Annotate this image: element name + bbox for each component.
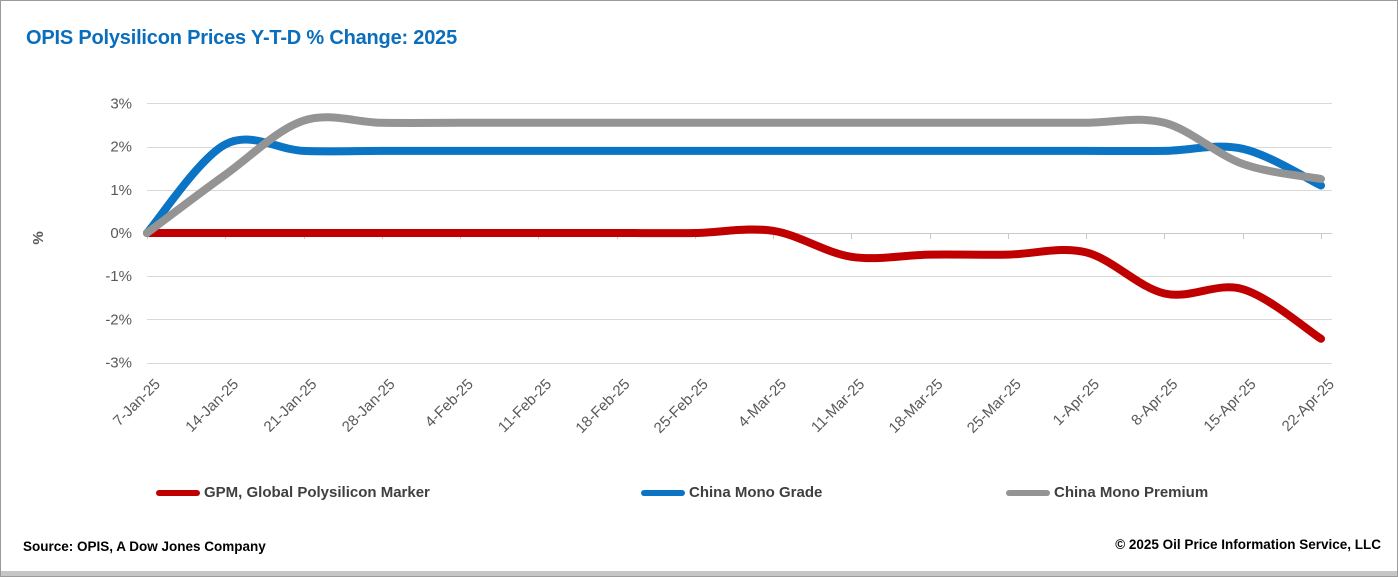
y-axis-tick-label: 2% — [110, 139, 132, 156]
x-axis-tick-label: 18-Mar-25 — [886, 376, 947, 437]
x-axis-tick-label: 4-Mar-25 — [735, 376, 790, 431]
legend-line-swatch-china-mono-premium-icon — [1006, 489, 1050, 496]
y-axis-tick-label: -2% — [105, 311, 132, 328]
x-axis-labels: 7-Jan-25 14-Jan-25 21-Jan-25 28-Jan-25 4-Feb… — [110, 376, 1338, 437]
legend-label-china-mono-premium: China Mono Premium — [1054, 484, 1209, 501]
legend-label-gpm: GPM, Global Polysilicon Marker — [204, 484, 430, 501]
y-axis-tick-label: -3% — [105, 355, 132, 372]
x-axis-tick-label: 21-Jan-25 — [261, 376, 321, 436]
x-axis-tick-label: 14-Jan-25 — [182, 376, 242, 436]
bottom-edge-strip — [1, 571, 1397, 576]
x-axis-tick-label: 11-Mar-25 — [808, 376, 868, 436]
x-axis-tick-label: 18-Feb-25 — [572, 376, 633, 437]
copyright-text: © 2025 Oil Price Information Service, LL… — [1115, 537, 1381, 552]
x-axis-tick-label: 15-Apr-25 — [1200, 376, 1259, 435]
x-axis-tick-label: 1-Apr-25 — [1050, 376, 1103, 429]
y-axis-tick-label: -1% — [105, 268, 132, 285]
legend-label-china-mono-grade: China Mono Grade — [689, 484, 823, 501]
y-axis-labels: 3% 2% 1% 0% -1% -2% -3% — [105, 95, 132, 371]
series-line-china-mono-grade — [143, 135, 1325, 237]
x-axis-tick-label: 25-Mar-25 — [964, 376, 1025, 437]
legend-item-china-mono-grade: China Mono Grade — [641, 484, 822, 501]
series-line-gpm-global-polysilicon-marker — [143, 225, 1325, 343]
chart-title: OPIS Polysilicon Prices Y-T-D % Change: … — [26, 27, 457, 49]
x-axis-tick-label: 11-Feb-25 — [495, 376, 555, 436]
legend-line-swatch-china-mono-grade-icon — [641, 489, 685, 496]
legend-item-china-mono-premium: China Mono Premium — [1006, 484, 1208, 501]
source-text: Source: OPIS, A Dow Jones Company — [23, 539, 266, 554]
y-axis-tick-label: 1% — [110, 182, 132, 199]
y-axis-tick-label: 0% — [110, 225, 132, 242]
x-axis-tick-label: 4-Feb-25 — [422, 376, 477, 431]
x-axis-tick-label: 22-Apr-25 — [1279, 376, 1338, 435]
legend-line-swatch-gpm-icon — [156, 489, 200, 496]
x-axis-tick-label: 25-Feb-25 — [651, 376, 712, 437]
x-axis-tick-label: 8-Apr-25 — [1128, 376, 1181, 429]
y-axis-title: % — [30, 231, 47, 244]
x-axis-tick-label: 28-Jan-25 — [339, 376, 399, 436]
legend-item-gpm: GPM, Global Polysilicon Marker — [156, 484, 430, 501]
y-axis-tick-label: 3% — [110, 95, 132, 112]
x-axis-tick-label: 7-Jan-25 — [110, 376, 164, 430]
line-chart-plot-area: 3% 2% 1% 0% -1% -2% -3%% 7-Jan-25 14-Jan-25 21-Ja… — [30, 95, 1338, 437]
series-line-china-mono-premium — [143, 113, 1325, 237]
